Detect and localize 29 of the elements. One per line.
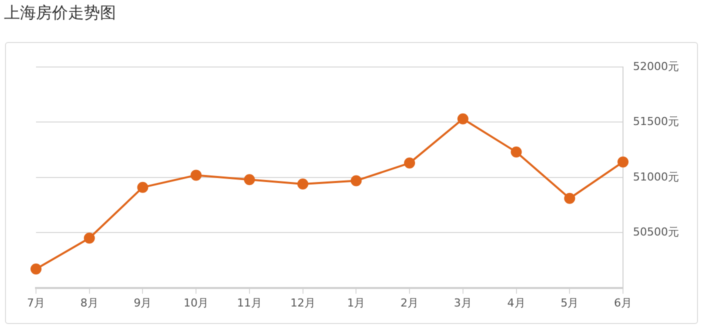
point (350, 175, 362, 186)
x-tick-label: 3月 (454, 296, 472, 310)
x-tick-label: 2月 (400, 296, 419, 310)
x-tick-label: 7月 (27, 296, 45, 310)
point (30, 264, 42, 275)
x-tick-label: 9月 (134, 296, 152, 310)
point (404, 158, 416, 169)
point (244, 174, 255, 186)
chart-title: 上海房价走势图 (4, 3, 116, 24)
y-tick-label: 52000元 (633, 60, 680, 73)
x-tick-label: 4月 (507, 296, 526, 310)
point (618, 156, 629, 168)
x-tick-label: 1月 (347, 296, 366, 310)
x-tick-label: 6月 (614, 296, 632, 310)
point (137, 182, 148, 193)
point (190, 170, 202, 181)
point (564, 192, 576, 204)
y-tick-label: 51000元 (633, 170, 680, 184)
x-tick-label: 12月 (290, 296, 316, 310)
x-tick-label: 8月 (80, 296, 98, 310)
y-tick-label: 51500元 (633, 115, 680, 128)
point (510, 146, 522, 158)
point (297, 178, 308, 190)
point (457, 113, 468, 124)
point (84, 232, 95, 244)
x-tick-label: 5月 (560, 296, 579, 310)
x-tick-label: 10月 (184, 296, 209, 310)
y-tick-label: 50500元 (633, 225, 680, 238)
x-tick-label: 11月 (236, 296, 262, 310)
